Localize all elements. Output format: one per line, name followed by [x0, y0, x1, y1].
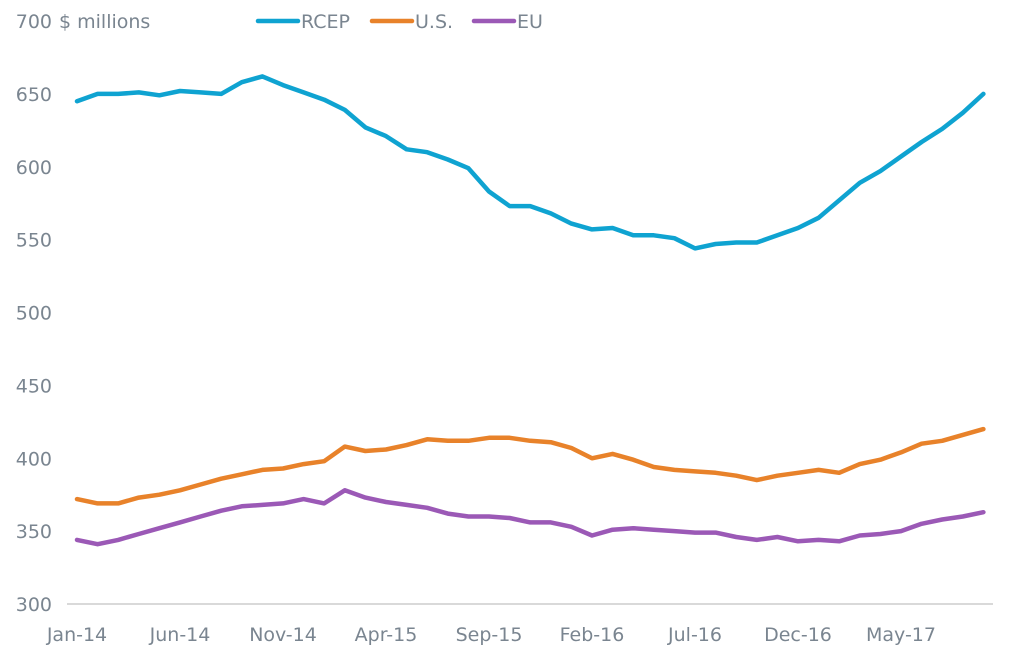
y-tick-label-600: 600: [16, 157, 52, 179]
y-tick-label-300: 300: [16, 594, 52, 616]
x-tick-label-dec-16: Dec-16: [764, 624, 832, 646]
x-tick-label-jun-14: Jun-14: [149, 624, 211, 646]
legend: RCEP U.S. EU: [255, 11, 543, 33]
legend-item-rcep: RCEP: [255, 11, 350, 33]
y-tick-label-500: 500: [16, 303, 52, 325]
y-tick-label-700: 700: [16, 11, 52, 33]
legend-item-eu: EU: [471, 11, 543, 33]
x-tick-label-nov-14: Nov-14: [249, 624, 317, 646]
y-axis-ticks: 300 350 400 450 500 550 600 650 700: [16, 11, 52, 616]
x-tick-label-apr-15: Apr-15: [355, 624, 418, 646]
series-eu: [74, 488, 986, 547]
y-tick-label-450: 450: [16, 375, 52, 397]
series-line-us: [74, 426, 986, 506]
series-rcep: [74, 74, 986, 251]
y-tick-label-350: 350: [16, 521, 52, 543]
x-axis-ticks: Jan-14 Jun-14 Nov-14 Apr-15 Sep-15 Feb-16 Jul-…: [46, 624, 936, 646]
x-tick-label-jul-16: Jul-16: [667, 624, 722, 646]
y-tick-label-400: 400: [16, 448, 52, 470]
y-tick-label-650: 650: [16, 84, 52, 106]
x-tick-label-feb-16: Feb-16: [560, 624, 625, 646]
legend-label-eu: EU: [517, 11, 543, 33]
y-tick-label-550: 550: [16, 230, 52, 252]
series-line-eu: [74, 488, 986, 547]
legend-item-us: U.S.: [369, 11, 453, 33]
x-tick-label-jan-14: Jan-14: [46, 624, 107, 646]
legend-label-rcep: RCEP: [301, 11, 350, 33]
x-tick-label-sep-15: Sep-15: [456, 624, 523, 646]
x-tick-label-may-17: May-17: [866, 624, 936, 646]
unit-label: $ millions: [59, 11, 150, 33]
legend-label-us: U.S.: [415, 11, 453, 33]
series-us: [74, 426, 986, 506]
series-lines: [74, 74, 986, 547]
series-line-rcep: [74, 74, 986, 251]
